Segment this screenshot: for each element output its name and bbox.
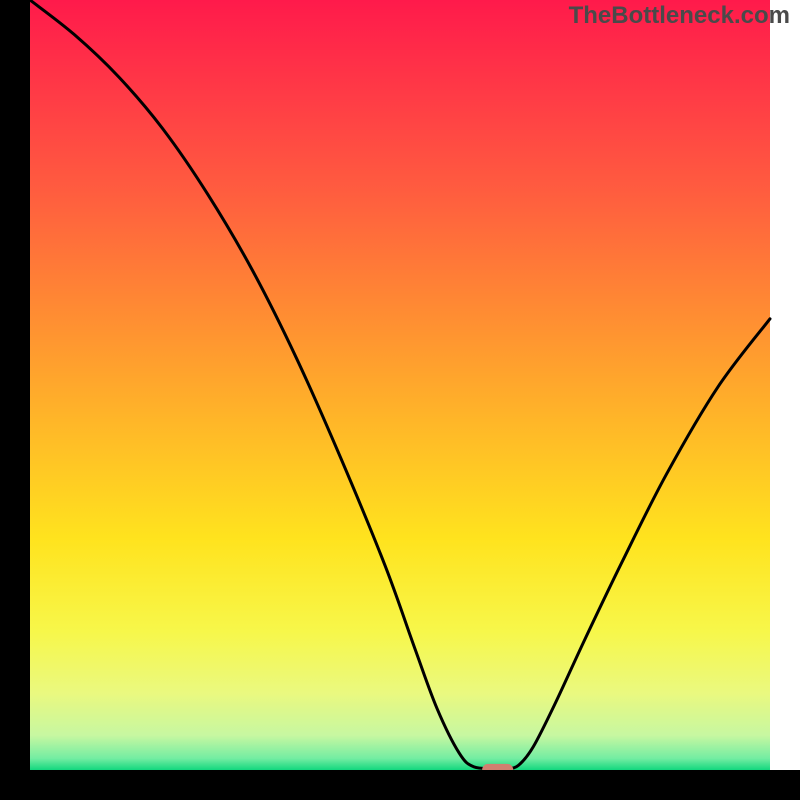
chart-svg [0,0,800,800]
plot-background [30,0,770,770]
frame-left [0,0,30,800]
frame-bottom [0,770,800,800]
chart-container: TheBottleneck.com [0,0,800,800]
watermark: TheBottleneck.com [569,2,790,30]
